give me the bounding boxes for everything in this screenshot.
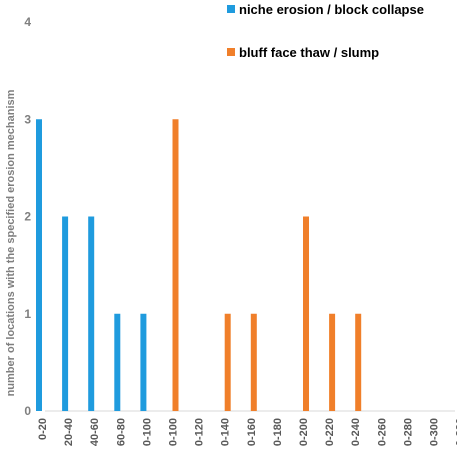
bar-bluff: [224, 313, 231, 411]
y-tick-label: 0: [24, 404, 31, 418]
legend-swatch-niche: [227, 5, 235, 13]
legend-label-niche: niche erosion / block collapse: [239, 2, 424, 17]
y-tick-label: 4: [24, 15, 31, 29]
bars-group: [36, 119, 362, 411]
x-tick-label: 0-100: [168, 418, 180, 446]
x-tick-label: 40-60: [89, 418, 101, 446]
bar-bluff: [329, 313, 336, 411]
y-tick-label: 2: [24, 210, 31, 224]
bar-bluff: [355, 313, 362, 411]
bar-niche: [140, 313, 147, 411]
x-tick-label: 0-20: [37, 418, 49, 440]
bar-niche: [114, 313, 121, 411]
x-tick-label: 0-180: [272, 418, 284, 446]
y-axis-ticks: 0 1 2 3 4: [24, 15, 31, 418]
y-axis-label: number of locations with the specified e…: [5, 89, 17, 396]
legend-label-bluff: bluff face thaw / slump: [239, 45, 379, 60]
bar-niche: [88, 216, 95, 411]
x-tick-label: 0-140: [220, 418, 232, 446]
x-tick-label: 0-320: [455, 418, 457, 446]
x-tick-label: 0-120: [194, 418, 206, 446]
bar-bluff: [303, 216, 309, 411]
y-tick-label: 3: [24, 112, 31, 126]
bar-niche: [62, 216, 69, 411]
x-tick-label: 0-220: [324, 418, 336, 446]
x-tick-label: 20-40: [63, 418, 75, 446]
bar-bluff: [250, 313, 257, 411]
y-tick-label: 1: [24, 307, 31, 321]
bar-niche: [36, 119, 42, 411]
x-tick-label: 60-80: [115, 418, 127, 446]
bar-bluff: [172, 119, 179, 411]
x-axis-ticks: 0-20 20-40 40-60 60-80 0-100 0-100 0-120 0-140 0…: [37, 418, 457, 446]
x-tick-label: 0-160: [246, 418, 258, 446]
x-tick-label: 0-200: [298, 418, 310, 446]
legend-swatch-bluff: [227, 48, 235, 56]
x-tick-label: 0-100: [141, 418, 153, 446]
x-tick-label: 0-300: [429, 418, 441, 446]
x-tick-label: 0-240: [350, 418, 362, 446]
x-tick-label: 0-280: [402, 418, 414, 446]
x-tick-label: 0-260: [376, 418, 388, 446]
legend: niche erosion / block collapse bluff fac…: [227, 2, 424, 60]
